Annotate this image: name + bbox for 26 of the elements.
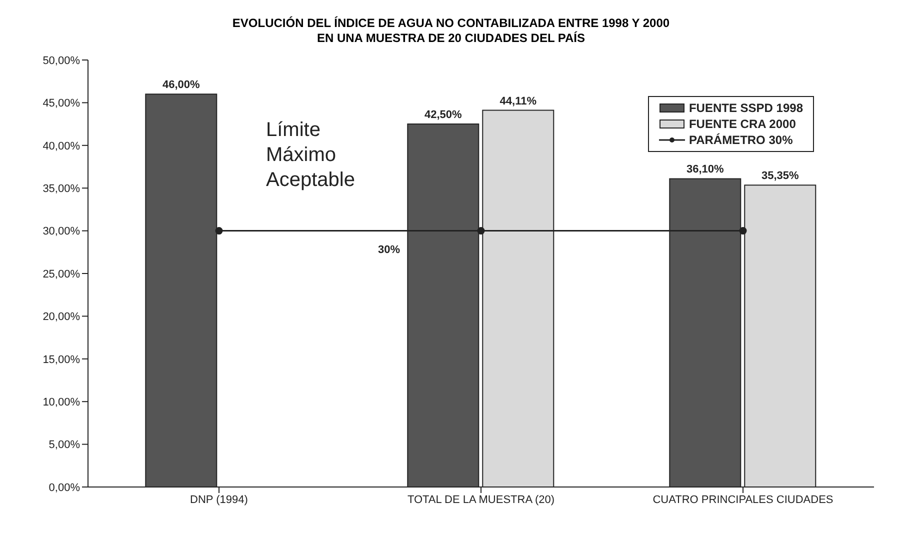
y-tick-label: 50,00%: [42, 54, 80, 67]
annotation: Límite Máximo Aceptable: [266, 118, 356, 193]
y-tick-label: 40,00%: [42, 140, 80, 152]
chart-title: EVOLUCIÓN DEL ÍNDICE DE AGUA NO CONTABILIZADA ENTRE 1998 Y 2000: [231, 16, 671, 31]
y-tick-label: 25,00%: [42, 268, 80, 280]
x-tick-label: DNP (1994): [190, 494, 248, 506]
y-tick-label: 35,00%: [42, 183, 80, 196]
data-label: 36,10%: [686, 164, 724, 176]
legend-label: FUENTE CRA 2000: [688, 116, 796, 132]
y-tick-label: 20,00%: [42, 311, 80, 324]
annotation: 30%: [378, 244, 400, 256]
data-label: 35,35%: [761, 170, 800, 182]
x-tick-label: CUATRO PRINCIPALES CIUDADES: [652, 494, 834, 506]
y-tick-label: 10,00%: [42, 396, 80, 409]
data-label: 46,00%: [162, 79, 200, 92]
y-tick-label: 45,00%: [42, 98, 80, 110]
data-label: 42,50%: [424, 109, 462, 122]
chart-subtitle: EN UNA MUESTRA DE 20 CIUDADES DEL PAÍS: [316, 31, 586, 46]
legend-label: FUENTE SSPD 1998: [688, 100, 803, 116]
data-label: 44,11%: [500, 95, 537, 108]
y-tick-label: 5,00%: [48, 439, 80, 452]
legend-label: PARÁMETRO 30%: [688, 132, 793, 148]
y-tick-label: 15,00%: [42, 354, 80, 366]
x-tick-label: TOTAL DE LA MUESTRA (20): [407, 494, 555, 506]
y-tick-label: 30,00%: [42, 226, 80, 238]
y-tick-label: 0,00%: [48, 482, 80, 494]
